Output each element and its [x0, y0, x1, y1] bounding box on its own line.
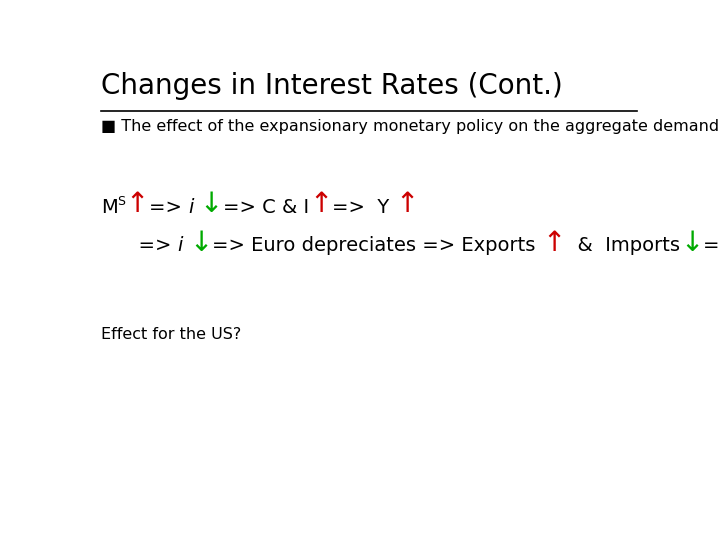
Text: => C & I: => C & I: [223, 198, 309, 217]
Text: => Euro depreciates => Exports: => Euro depreciates => Exports: [212, 237, 536, 255]
Text: ■ The effect of the expansionary monetary policy on the aggregate demand in EU?: ■ The effect of the expansionary monetar…: [101, 119, 720, 134]
Text: i: i: [188, 198, 194, 217]
Text: ↑: ↑: [309, 190, 332, 218]
Text: ↑: ↑: [542, 228, 565, 256]
Text: => NE: => NE: [703, 237, 720, 255]
Text: =>: =>: [149, 198, 188, 217]
Text: Changes in Interest Rates (Cont.): Changes in Interest Rates (Cont.): [101, 72, 562, 100]
Text: M: M: [101, 198, 117, 217]
Text: ↓: ↓: [189, 228, 212, 256]
Text: ↓: ↓: [680, 228, 703, 256]
Text: ↓: ↓: [199, 190, 223, 218]
Text: =>: =>: [101, 237, 177, 255]
Text: &  Imports: & Imports: [565, 237, 680, 255]
Text: =>  Y: => Y: [332, 198, 390, 217]
Text: i: i: [177, 237, 183, 255]
Text: Effect for the US?: Effect for the US?: [101, 327, 241, 342]
Text: ↑: ↑: [125, 190, 149, 218]
Text: S: S: [117, 194, 125, 207]
Text: ↑: ↑: [396, 190, 419, 218]
